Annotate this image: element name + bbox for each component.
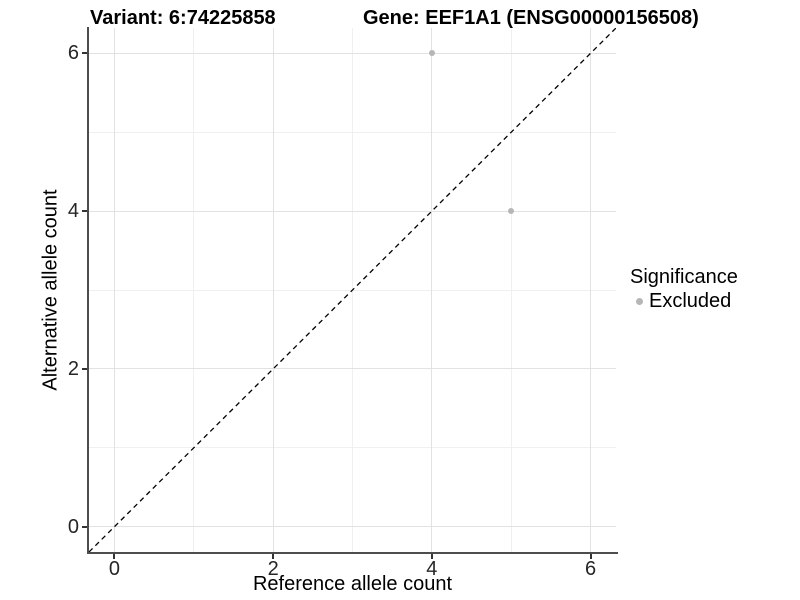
gridline-major-horizontal [89, 526, 616, 528]
x-tick-mark [430, 554, 433, 559]
legend-items: Excluded [630, 290, 738, 312]
y-tick-label: 2 [67, 357, 79, 380]
x-axis-title: Reference allele count [252, 573, 452, 595]
x-tick-label: 0 [108, 558, 120, 580]
plot-title-gene: Gene: EEF1A1 (ENSG00000156508) [363, 7, 699, 29]
data-point [428, 50, 435, 57]
gridline-major-vertical [272, 28, 274, 552]
legend-item: Excluded [630, 290, 738, 312]
x-tick-label: 6 [585, 558, 597, 580]
data-point [508, 208, 515, 215]
y-tick-mark [82, 525, 87, 528]
gridline-minor-horizontal [89, 447, 616, 449]
x-axis-line [87, 552, 618, 554]
x-tick-mark [589, 554, 592, 559]
gridline-major-horizontal [89, 368, 616, 370]
plot-panel [89, 28, 616, 552]
gridline-major-vertical [113, 28, 115, 552]
x-tick-label: 2 [267, 558, 279, 580]
x-tick-mark [272, 554, 275, 559]
y-tick-label: 4 [67, 200, 79, 223]
gridline-major-horizontal [89, 52, 616, 54]
x-tick-mark [113, 554, 116, 559]
gridline-major-horizontal [89, 210, 616, 212]
legend-key-dot-icon [636, 297, 643, 305]
legend-item-label: Excluded [649, 290, 732, 312]
gridline-minor-horizontal [89, 131, 616, 133]
y-axis-line [87, 27, 89, 554]
y-tick-label: 0 [67, 515, 79, 538]
y-tick-mark [82, 367, 87, 370]
y-tick-label: 6 [67, 42, 79, 65]
legend: Significance Excluded [630, 265, 738, 312]
x-tick-label: 4 [426, 558, 438, 580]
gridline-major-vertical [590, 28, 592, 552]
legend-title: Significance [630, 266, 738, 288]
gridline-major-vertical [431, 28, 433, 552]
plot-title-variant: Variant: 6:74225858 [90, 7, 276, 29]
identity-dashed-line [89, 28, 616, 552]
y-tick-mark [82, 52, 87, 55]
y-tick-mark [82, 210, 87, 213]
